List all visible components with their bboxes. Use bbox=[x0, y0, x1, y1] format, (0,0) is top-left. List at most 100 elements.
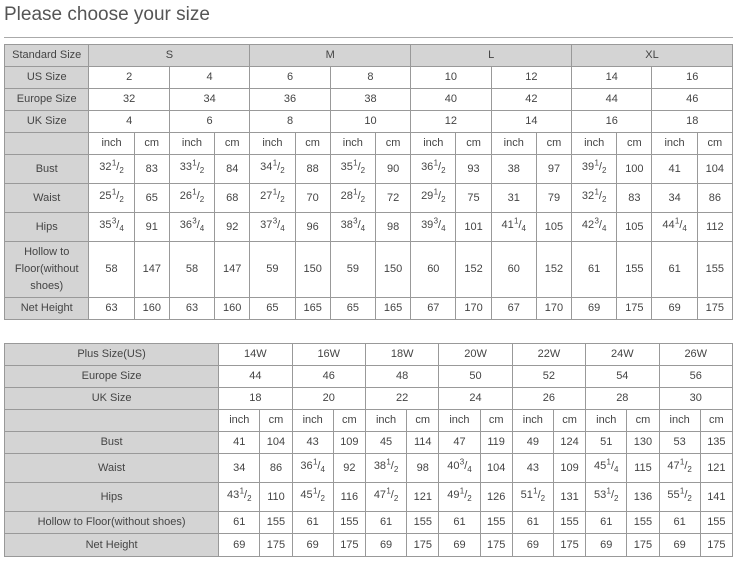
measurement-value: 44 1/4 bbox=[651, 212, 698, 242]
measurement-value: 83 bbox=[616, 183, 653, 213]
measurement-value: 175 bbox=[626, 533, 660, 557]
measurement-row: Hips 35 3/4 91 36 3/4 92 37 3/4 96 38 3/4 98 39 3… bbox=[3, 212, 734, 242]
measurement-value: 65 bbox=[249, 297, 296, 320]
measurement-value: 40 3/4 bbox=[438, 453, 481, 483]
measurement-value: 65 bbox=[329, 297, 376, 320]
unit-label: inch bbox=[585, 409, 628, 432]
size-value: 2 bbox=[88, 66, 170, 89]
measurement-value: 170 bbox=[455, 297, 492, 320]
measurement-value: 69 bbox=[658, 533, 701, 557]
size-value: 44 bbox=[571, 88, 653, 111]
measurement-value: 175 bbox=[699, 533, 734, 557]
size-value: 28 bbox=[585, 387, 660, 410]
measurement-value: 32 1/2 bbox=[88, 154, 135, 184]
measurement-value: 92 bbox=[332, 453, 366, 483]
unit-label: cm bbox=[374, 132, 412, 155]
measurement-value: 45 1/2 bbox=[291, 482, 334, 512]
size-group-S: S bbox=[88, 44, 251, 67]
row-label: Plus Size(US) bbox=[3, 343, 220, 366]
measurement-row: Waist 34 86 36 1/4 92 38 1/2 98 40 3/4 104 43 109 4… bbox=[3, 453, 734, 483]
unit-label: cm bbox=[406, 409, 440, 432]
unit-label: cm bbox=[259, 409, 293, 432]
size-group-M: M bbox=[249, 44, 412, 67]
unit-label: cm bbox=[133, 132, 170, 155]
row-label: Hollow to Floor(without shoes) bbox=[3, 511, 220, 534]
measurement-value: 86 bbox=[696, 183, 734, 213]
measurement-value: 112 bbox=[696, 212, 734, 242]
measurement-value: 165 bbox=[374, 297, 412, 320]
measurement-value: 55 1/2 bbox=[658, 482, 701, 512]
measurement-value: 38 3/4 bbox=[329, 212, 376, 242]
measurement-value: 136 bbox=[626, 482, 660, 512]
measurement-value: 135 bbox=[699, 431, 734, 454]
unit-label: cm bbox=[214, 132, 251, 155]
measurement-value: 38 1/2 bbox=[364, 453, 408, 483]
unit-label: inch bbox=[571, 132, 618, 155]
measurement-value: 67 bbox=[410, 297, 457, 320]
size-value: 6 bbox=[249, 66, 331, 89]
measurement-value: 70 bbox=[294, 183, 331, 213]
measurement-value: 79 bbox=[535, 183, 573, 213]
measurement-value: 175 bbox=[259, 533, 293, 557]
measurement-value: 43 bbox=[291, 431, 334, 454]
measurement-value: 155 bbox=[479, 511, 513, 534]
measurement-value: 34 1/2 bbox=[249, 154, 296, 184]
measurement-value: 84 bbox=[214, 154, 251, 184]
size-group-L: L bbox=[410, 44, 573, 67]
size-value: 46 bbox=[291, 365, 366, 388]
size-value: 8 bbox=[329, 66, 412, 89]
size-value: 18W bbox=[364, 343, 440, 366]
size-value: 46 bbox=[651, 88, 733, 111]
size-row: UK Size 4 6 8 10 12 14 16 18 bbox=[3, 110, 733, 133]
measurement-value: 147 bbox=[133, 241, 170, 298]
size-value: 22 bbox=[364, 387, 440, 410]
unit-label: cm bbox=[294, 132, 331, 155]
measurement-value: 61 bbox=[218, 511, 261, 534]
measurement-value: 53 1/2 bbox=[585, 482, 628, 512]
unit-label: cm bbox=[455, 132, 492, 155]
size-value: 26W bbox=[658, 343, 734, 366]
measurement-value: 69 bbox=[438, 533, 481, 557]
measurement-value: 68 bbox=[214, 183, 251, 213]
size-value: 16W bbox=[291, 343, 366, 366]
unit-row: inch cm inch cm inch cm inch cm inch cm inch cm inch… bbox=[3, 409, 734, 432]
row-label: UK Size bbox=[3, 110, 90, 133]
measurement-value: 72 bbox=[374, 183, 412, 213]
row-label: Standard Size bbox=[3, 44, 90, 67]
measurement-value: 116 bbox=[332, 482, 366, 512]
size-group-row: Standard Size S M L XL bbox=[3, 44, 733, 67]
measurement-value: 175 bbox=[406, 533, 440, 557]
measurement-value: 36 1/4 bbox=[291, 453, 334, 483]
measurement-value: 41 bbox=[651, 154, 698, 184]
measurement-value: 59 bbox=[329, 241, 376, 298]
measurement-value: 155 bbox=[616, 241, 653, 298]
measurement-value: 61 bbox=[511, 511, 554, 534]
size-row: US Size 2 4 6 8 10 12 14 16 bbox=[3, 66, 733, 89]
measurement-value: 119 bbox=[479, 431, 513, 454]
size-value: 24W bbox=[585, 343, 660, 366]
measurement-value: 47 1/2 bbox=[658, 453, 701, 483]
size-value: 6 bbox=[168, 110, 251, 133]
measurement-value: 61 bbox=[651, 241, 698, 298]
size-value: 18 bbox=[651, 110, 733, 133]
unit-row: inch cm inch cm inch cm inch cm inch cm inch cm inch… bbox=[3, 132, 734, 155]
unit-label: inch bbox=[218, 409, 261, 432]
measurement-value: 98 bbox=[406, 453, 440, 483]
size-value: 10 bbox=[410, 66, 492, 89]
size-value: 14W bbox=[218, 343, 293, 366]
page-title: Please choose your size bbox=[4, 4, 210, 25]
row-label: Hips bbox=[3, 212, 90, 242]
measurement-value: 91 bbox=[133, 212, 170, 242]
unit-label: inch bbox=[364, 409, 408, 432]
row-label bbox=[3, 132, 90, 155]
measurement-value: 69 bbox=[571, 297, 618, 320]
row-label: Bust bbox=[3, 431, 220, 454]
size-value: 16 bbox=[571, 110, 653, 133]
measurement-value: 49 1/2 bbox=[438, 482, 481, 512]
row-label: Waist bbox=[3, 453, 220, 483]
size-value: 38 bbox=[329, 88, 412, 111]
measurement-value: 36 3/4 bbox=[168, 212, 216, 242]
measurement-value: 83 bbox=[133, 154, 170, 184]
measurement-value: 104 bbox=[479, 453, 513, 483]
measurement-value: 39 3/4 bbox=[410, 212, 457, 242]
